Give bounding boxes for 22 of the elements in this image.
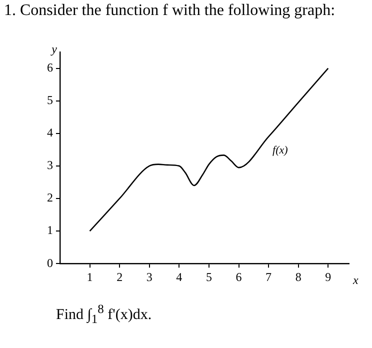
x-tick-label: 9 bbox=[325, 270, 332, 284]
x-tick-label: 4 bbox=[176, 270, 182, 284]
y-tick-label: 1 bbox=[47, 223, 53, 238]
y-tick-label: 5 bbox=[47, 92, 53, 107]
x-tick-label: 7 bbox=[266, 270, 272, 284]
x-tick-label: 8 bbox=[295, 270, 302, 284]
y-tick-label: 6 bbox=[47, 60, 53, 74]
line-series bbox=[89, 68, 329, 232]
y-axis-title: y bbox=[50, 42, 58, 56]
x-tick-label: 6 bbox=[236, 270, 242, 284]
y-tick-label: 2 bbox=[47, 190, 53, 205]
y-tick-label: 4 bbox=[47, 126, 53, 140]
y-tick-label: 3 bbox=[47, 158, 53, 172]
text: Find ∫$_{1}$$^{8}$ f'(x)dx. bbox=[56, 302, 152, 327]
x-tick-label: 3 bbox=[146, 270, 152, 284]
x-tick-label: 2 bbox=[116, 270, 123, 284]
x-tick-label: 1 bbox=[86, 270, 93, 284]
x-tick-label: 5 bbox=[206, 270, 212, 284]
y-tick-label: 0 bbox=[47, 256, 53, 270]
x-axis-title: x bbox=[352, 273, 359, 288]
chart-title: 1. Consider the function f with the following graph: bbox=[4, 2, 336, 20]
annotation: f(x) bbox=[272, 144, 288, 157]
